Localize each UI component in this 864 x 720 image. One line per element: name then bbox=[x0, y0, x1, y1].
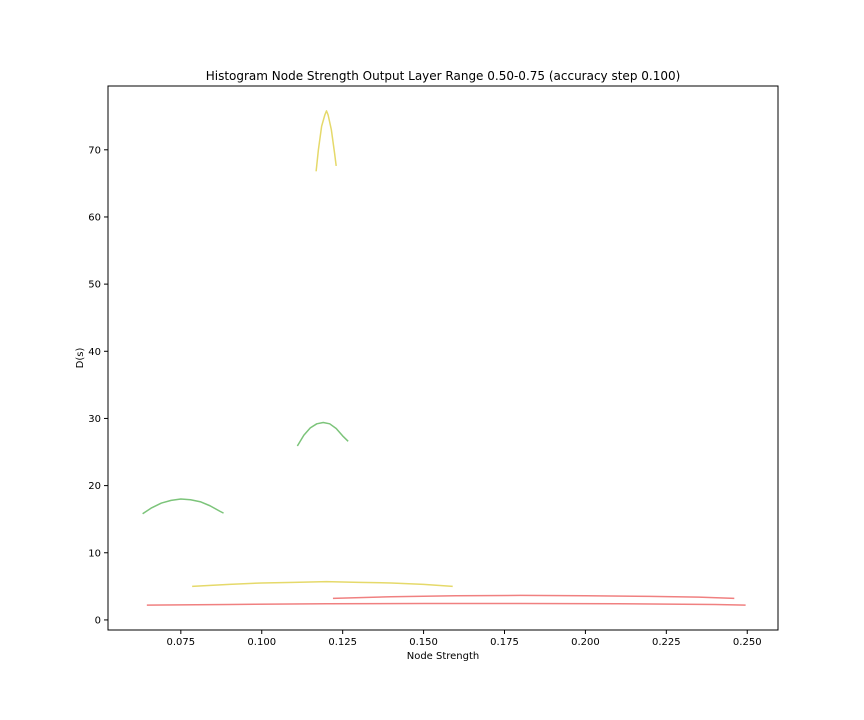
series-line-1 bbox=[315, 110, 337, 172]
y-tick-label: 70 bbox=[88, 145, 101, 156]
series-line-5 bbox=[332, 594, 735, 600]
y-axis-label: D(s) bbox=[75, 348, 86, 369]
x-tick-label: 0.200 bbox=[571, 637, 600, 648]
x-tick-label: 0.150 bbox=[409, 637, 438, 648]
series-line-6 bbox=[146, 602, 746, 606]
y-tick-label: 30 bbox=[88, 414, 101, 425]
y-tick-label: 40 bbox=[88, 347, 101, 358]
x-axis-label: Node Strength bbox=[407, 651, 480, 662]
plot-frame bbox=[107, 85, 779, 631]
series-line-3 bbox=[142, 498, 224, 515]
x-tick-label: 0.225 bbox=[652, 637, 681, 648]
x-axis: 0.075 0.100 0.125 0.150 0.175 0.200 0.225 0.250 bbox=[167, 630, 762, 648]
series-line-4 bbox=[192, 580, 453, 588]
y-tick-label: 20 bbox=[88, 481, 101, 492]
y-axis: 0 10 20 30 40 50 60 70 bbox=[88, 145, 108, 626]
y-tick-label: 0 bbox=[95, 615, 101, 626]
chart-title: Histogram Node Strength Output Layer Ran… bbox=[206, 69, 681, 83]
series-layer bbox=[142, 110, 746, 606]
x-tick-label: 0.125 bbox=[328, 637, 357, 648]
x-tick-label: 0.175 bbox=[490, 637, 519, 648]
y-tick-label: 10 bbox=[88, 548, 101, 559]
x-tick-label: 0.100 bbox=[247, 637, 276, 648]
x-tick-label: 0.075 bbox=[167, 637, 196, 648]
series-line-2 bbox=[296, 421, 349, 447]
y-tick-label: 60 bbox=[88, 212, 101, 223]
y-tick-label: 50 bbox=[88, 280, 101, 291]
x-tick-label: 0.250 bbox=[733, 637, 762, 648]
